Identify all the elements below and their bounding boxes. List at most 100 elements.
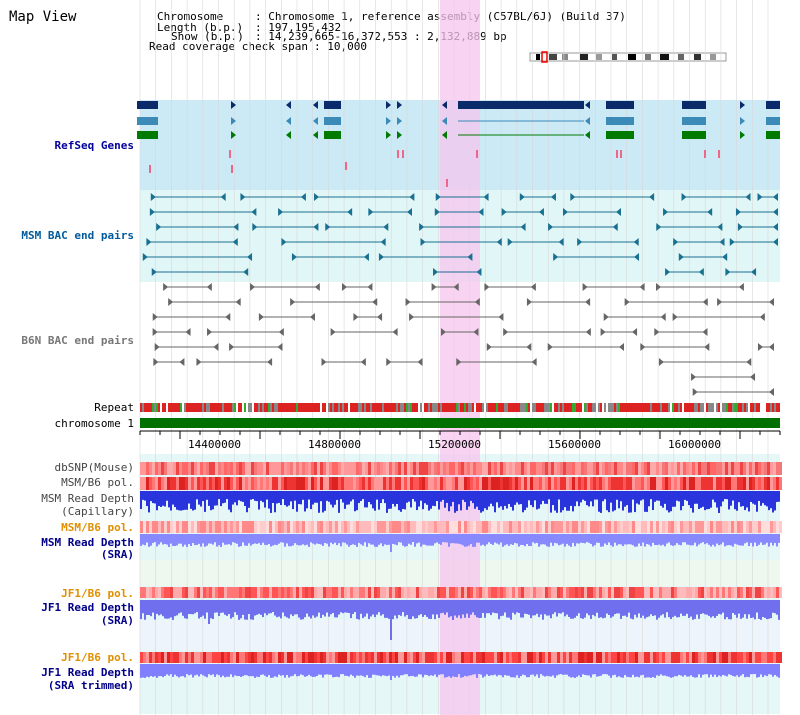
jf1-trimmed-depth [388,664,390,676]
msm-pol-heat-2 [668,521,671,533]
jf1-trimmed-depth [302,664,304,676]
repeat-mark [474,403,476,412]
jf1-pol-heat-1 [623,587,626,598]
jf1-sra-depth [574,600,576,618]
repeat-mark [610,403,612,412]
msm-bac-pair-end [656,223,662,231]
dbsnp-heat [539,462,542,475]
jf1-pol-heat-2 [221,652,224,663]
msm-bac-pair-end [150,193,156,201]
jf1-sra-depth [222,600,224,613]
b6n-bac-end-pairs-label[interactable]: B6N BAC end pairs [21,334,134,347]
msm-pol-heat-1 [638,477,641,490]
jf1-trimmed-depth [234,664,236,676]
msm-capillary-depth [562,491,564,511]
refseq-genes-label[interactable]: RefSeq Genes [54,139,134,152]
jf1-pol-heat-1 [746,587,749,598]
msm-sra-depth [414,534,416,547]
jf1-trimmed-depth [296,664,298,677]
msm-bac-end-pairs-label[interactable]: MSM BAC end pairs [21,229,134,242]
msm-capillary-depth [406,491,408,503]
jf1-pol-heat-1 [296,587,299,598]
msm-capillary-depth [298,491,300,505]
msm-sra-depth [170,534,172,544]
msm-pol-heat-1 [149,477,152,490]
dbsnp-heat [368,462,371,475]
jf1-sra-depth [396,600,398,619]
msm-capillary-depth [396,491,398,504]
msm-sra-depth [438,534,440,544]
jf1-pol-heat-2 [260,652,263,663]
msm-sra-depth [318,534,320,544]
msm-sra-depth [366,534,368,547]
msm-sra-depth [722,534,724,543]
msm-sra-depth [184,534,186,545]
dbsnp-heat [209,462,212,475]
msm-sra-depth [224,534,226,545]
msm-capillary-depth [586,491,588,506]
msm-pol-heat-2 [209,521,212,533]
jf1-trimmed-depth [174,664,176,675]
jf1-pol-heat-1 [470,587,473,598]
jf1-sra-depth [288,600,290,619]
msm-capillary-depth [578,491,580,507]
repeat-mark [468,403,470,412]
jf1-pol-heat-2 [626,652,629,663]
jf1-trimmed-depth [494,664,496,675]
msm-sra-depth [654,534,656,545]
dbsnp-heat [506,462,509,475]
msm-bac-pair-end [719,238,725,246]
repeat-mark [694,403,696,412]
jf1-pol-heat-1 [338,587,341,598]
b6n-bac-pair-end [314,283,320,291]
msm-bac-pair-end [681,193,687,201]
msm-sra-depth [192,534,194,543]
msm-pol-heat-1 [653,477,656,490]
msm-sra-depth [320,534,322,545]
dbsnp-heat [455,462,458,475]
msm-pol-heat-2 [272,521,275,533]
repeat-mark [166,403,168,412]
msm-pol-heat-2 [572,521,575,533]
msm-sra-depth [474,534,476,547]
msm-sra-depth [504,534,506,546]
msm-pol-heat-2 [185,521,188,533]
msm-sra-depth [258,534,260,544]
dbsnp-heat [584,462,587,475]
msm-pol-heat-1 [440,477,443,490]
jf1-pol-heat-1 [611,587,614,598]
msm-capillary-depth [246,491,248,513]
jf1-trimmed-depth [448,664,450,677]
jf1-trimmed-depth [642,664,644,675]
msm-pol-heat-2 [389,521,392,533]
jf1-trimmed-depth [368,664,370,678]
msm-pol-heat-1 [350,477,353,490]
msm-sra-depth [152,534,154,544]
msm-capillary-depth [536,491,538,510]
repeat-mark [560,403,562,412]
jf1-pol-heat-2 [701,652,704,663]
jf1-pol-heat-2 [212,652,215,663]
msm-sra-depth [296,534,298,545]
jf1-trimmed-depth [276,664,278,678]
jf1-pol-heat-2 [269,652,272,663]
msm-read-depth-sra-label: MSM Read Depth [41,536,134,549]
jf1-pol-heat-2 [314,652,317,663]
msm-pol-heat-2 [164,521,167,533]
jf1-sra-depth [680,600,682,614]
msm-capillary-depth [278,491,280,503]
jf1-pol-heat-2 [185,652,188,663]
jf1-sra-depth [702,600,704,614]
b6n-bac-pair-end [152,313,158,321]
msm-bac-pair-end [233,223,239,231]
jf1-sra-depth [278,600,280,617]
msm-sra-depth [252,534,254,545]
repeat-mark [198,403,200,412]
jf1-pol-heat-2 [215,652,218,663]
dbsnp-heat [497,462,500,475]
jf1-pol-heat-1 [185,587,188,598]
jf1-pol-heat-1 [740,587,743,598]
jf1-pol-heat-1 [305,587,308,598]
msm-capillary-depth [518,491,520,505]
